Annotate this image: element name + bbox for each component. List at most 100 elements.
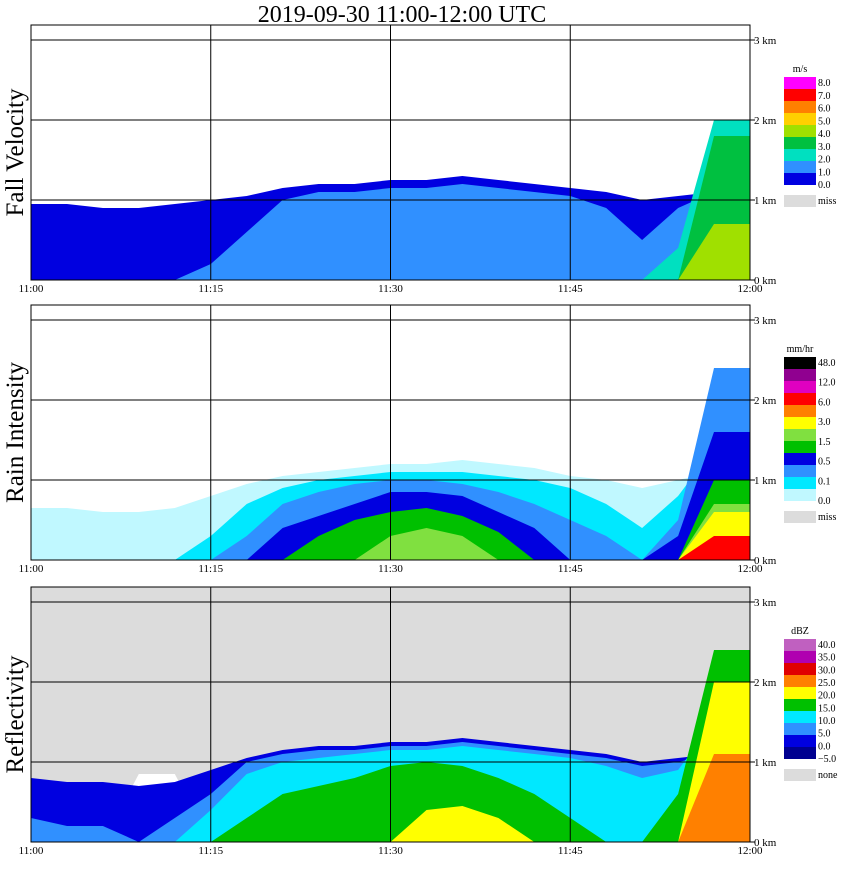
legend-swatch — [784, 675, 816, 687]
legend-label: 40.0 — [818, 640, 836, 651]
x-tick-label: 11:15 — [198, 563, 223, 575]
legend-swatch — [784, 687, 816, 699]
y-tick-label: 3 km — [754, 315, 777, 327]
x-tick-label: 11:30 — [378, 845, 403, 857]
legend-unit: m/s — [793, 64, 808, 75]
legend-swatch — [784, 149, 816, 161]
legend-label: 7.0 — [818, 91, 831, 102]
x-tick-label: 11:45 — [558, 845, 583, 857]
legend-swatch — [784, 125, 816, 137]
legend-swatch — [784, 161, 816, 173]
legend-swatch — [784, 101, 816, 113]
legend-label: 0.0 — [818, 180, 831, 191]
x-tick-label: 11:15 — [198, 283, 223, 295]
legend-label: 15.0 — [818, 703, 836, 714]
panel-3: 0 km 1 km 2 km 3 km 11:00 11:15 11:30 11:45 12:0… — [2, 586, 838, 857]
legend-swatch — [784, 77, 816, 89]
x-tick-label: 11:30 — [378, 283, 403, 295]
legend-swatch — [784, 393, 816, 405]
legend-swatch — [784, 711, 816, 723]
echo-layer-3 — [31, 120, 750, 280]
legend-swatch — [784, 417, 816, 429]
legend-swatch — [784, 699, 816, 711]
x-tick-label: 11:30 — [378, 563, 403, 575]
y-tick-label: 3 km — [754, 597, 777, 609]
x-tick-label: 12:00 — [737, 845, 763, 857]
legend-missing-label: miss — [818, 196, 836, 207]
legend-label: 0.1 — [818, 476, 831, 487]
y-tick-label: 3 km — [754, 35, 777, 47]
legend-swatch — [784, 651, 816, 663]
y-tick-label: 2 km — [754, 115, 777, 127]
x-tick-label: 11:45 — [558, 283, 583, 295]
legend: dBZ 40.0 35.030.0 25.0 20.015.0 10.0 5.00.0 −5.… — [784, 626, 838, 781]
legend-label: 2.0 — [818, 155, 831, 166]
y-tick-label: 0 km — [754, 275, 777, 287]
legend-label: 5.0 — [818, 116, 831, 127]
x-tick-label: 11:45 — [558, 563, 583, 575]
x-tick-label: 11:15 — [198, 845, 223, 857]
legend-swatch — [784, 663, 816, 675]
legend-label: 20.0 — [818, 691, 836, 702]
legend-swatch — [784, 369, 816, 381]
y-tick-label: 1 km — [754, 195, 777, 207]
legend-unit: mm/hr — [787, 344, 814, 355]
panel-title: Reflectivity — [2, 655, 29, 774]
legend: mm/hr 48.0 12.0 6.0 3.0 1.5 0.5 0.1 0.0 miss — [784, 344, 836, 523]
legend-swatch — [784, 405, 816, 417]
legend-label: 3.0 — [818, 417, 831, 428]
legend-swatch — [784, 639, 816, 651]
legend-label: 3.0 — [818, 142, 831, 153]
y-tick-label: 1 km — [754, 475, 777, 487]
legend-label: −5.0 — [818, 754, 836, 765]
legend-label: 5.0 — [818, 729, 831, 740]
y-tick-label: 1 km — [754, 757, 777, 769]
x-tick-label: 12:00 — [737, 563, 763, 575]
y-tick-label: 0 km — [754, 555, 777, 567]
legend-swatch — [784, 453, 816, 465]
panel-title: Fall Velocity — [2, 88, 29, 217]
legend-swatch — [784, 465, 816, 477]
legend-swatch — [784, 747, 816, 759]
legend-swatch — [784, 89, 816, 101]
y-tick-label: 2 km — [754, 677, 777, 689]
legend-label: 25.0 — [818, 678, 836, 689]
legend-swatch — [784, 173, 816, 185]
legend-swatch — [784, 735, 816, 747]
legend-label: 4.0 — [818, 129, 831, 140]
legend-label: 12.0 — [818, 378, 836, 389]
x-tick-label: 11:00 — [19, 563, 44, 575]
legend-label: 1.0 — [818, 167, 831, 178]
legend-swatch — [784, 113, 816, 125]
x-tick-label: 11:00 — [19, 845, 44, 857]
panel-title: Rain Intensity — [2, 362, 29, 503]
legend-missing-swatch — [784, 769, 816, 781]
legend-label: 0.0 — [818, 496, 831, 507]
legend-label: 6.0 — [818, 104, 831, 115]
figure-title: 2019-09-30 11:00-12:00 UTC — [258, 2, 546, 28]
legend-label: 48.0 — [818, 358, 836, 369]
legend-missing-label: miss — [818, 512, 836, 523]
y-tick-label: 2 km — [754, 395, 777, 407]
legend-missing-swatch — [784, 511, 816, 523]
legend-label: 8.0 — [818, 78, 831, 89]
legend: m/s 8.0 7.0 6.05.0 4.0 3.0 2.01.0 0.0 miss — [784, 64, 836, 207]
legend-swatch — [784, 723, 816, 735]
legend-swatch — [784, 137, 816, 149]
legend-label: 1.5 — [818, 437, 831, 448]
legend-swatch — [784, 429, 816, 441]
legend-swatch — [784, 357, 816, 369]
x-tick-label: 11:00 — [19, 283, 44, 295]
legend-unit: dBZ — [791, 626, 809, 637]
legend-swatch — [784, 489, 816, 501]
y-tick-label: 0 km — [754, 837, 777, 849]
legend-missing-label: none — [818, 770, 838, 781]
legend-label: 35.0 — [818, 653, 836, 664]
legend-label: 0.5 — [818, 457, 831, 468]
legend-label: 30.0 — [818, 665, 836, 676]
panel-1: 0 km 1 km 2 km 3 km 11:00 11:15 11:30 11:45 12:0… — [2, 24, 836, 295]
legend-swatch — [784, 381, 816, 393]
legend-swatch — [784, 441, 816, 453]
legend-label: 6.0 — [818, 397, 831, 408]
